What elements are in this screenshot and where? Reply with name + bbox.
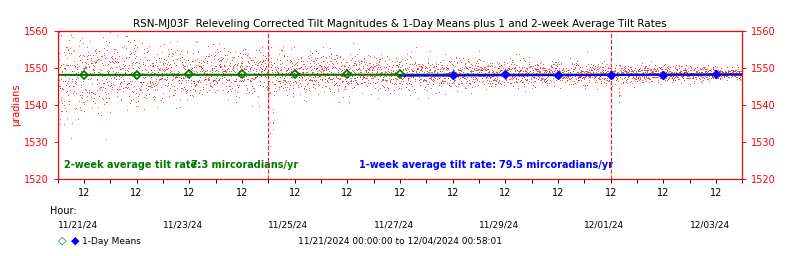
Text: 11/25/24: 11/25/24	[268, 220, 309, 229]
Text: 79.5 mircoradians/yr: 79.5 mircoradians/yr	[499, 160, 614, 170]
Text: 11/21/2024 00:00:00 to 12/04/2024 00:58:01: 11/21/2024 00:00:00 to 12/04/2024 00:58:…	[298, 237, 502, 246]
Text: 12/01/24: 12/01/24	[584, 220, 625, 229]
Text: 11/21/24: 11/21/24	[58, 220, 98, 229]
Text: ◆: ◆	[71, 236, 80, 246]
Text: 11/23/24: 11/23/24	[163, 220, 203, 229]
Text: 11/29/24: 11/29/24	[479, 220, 519, 229]
Y-axis label: μradians: μradians	[11, 84, 21, 126]
Title: RSN-MJ03F  Releveling Corrected Tilt Magnitudes & 1-Day Means plus 1 and 2-week : RSN-MJ03F Releveling Corrected Tilt Magn…	[133, 18, 667, 29]
Text: 12/03/24: 12/03/24	[690, 220, 730, 229]
Text: 1-week average tilt rate:: 1-week average tilt rate:	[359, 160, 496, 170]
Text: ◇: ◇	[58, 236, 66, 246]
Text: Hour:: Hour:	[50, 206, 76, 216]
Text: 2-week average tilt rate:: 2-week average tilt rate:	[65, 160, 202, 170]
Text: 7.3 mircoradians/yr: 7.3 mircoradians/yr	[191, 160, 298, 170]
Text: 11/27/24: 11/27/24	[374, 220, 414, 229]
Text: 1-Day Means: 1-Day Means	[82, 237, 142, 246]
